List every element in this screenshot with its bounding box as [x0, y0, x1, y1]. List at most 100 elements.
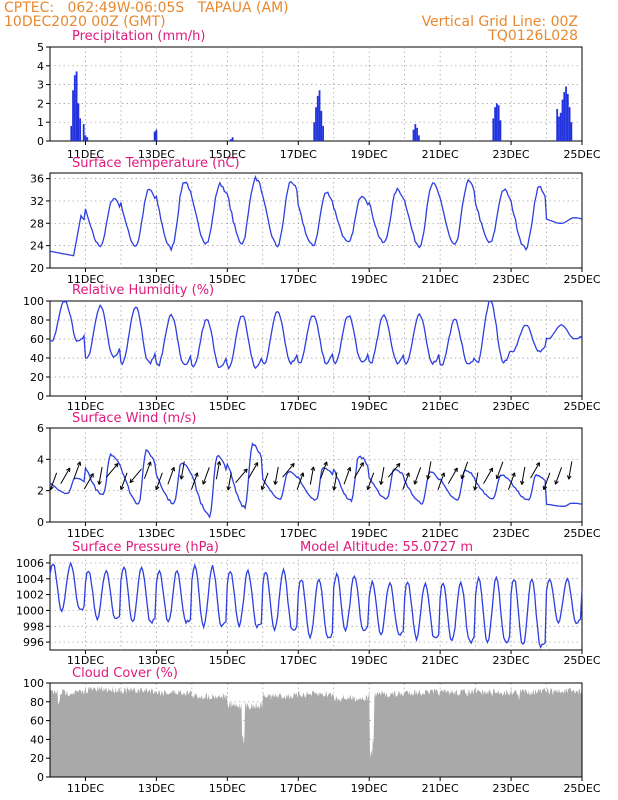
- precip-bar: [495, 103, 498, 141]
- temperature-line: [49, 175, 583, 257]
- x-tick-label: 19DEC: [351, 400, 388, 413]
- humidity-title: Relative Humidity (%): [72, 283, 214, 298]
- cloud-title: Cloud Cover (%): [72, 666, 178, 681]
- precip-panel: Precipitation (mm/h) 0 1 2 3 4 5 11DEC 13DEC 15DE…: [37, 29, 601, 161]
- x-tick-label: 17DEC: [280, 400, 317, 413]
- humidity-line: [49, 300, 583, 370]
- x-tick-label: 13DEC: [138, 148, 175, 161]
- precip-bar: [316, 95, 319, 141]
- x-tick-label: 21DEC: [422, 527, 459, 540]
- y-tick-label: 80: [30, 696, 44, 709]
- wind-arrow: [427, 461, 432, 480]
- precip-bar: [563, 92, 566, 141]
- wind-arrow: [554, 467, 563, 485]
- wind-arrow: [568, 461, 573, 480]
- precip-bar: [86, 137, 89, 141]
- precip-bar: [231, 137, 234, 141]
- wind-arrow: [461, 461, 469, 479]
- x-tick-label: 11DEC: [67, 527, 104, 540]
- wind-arrow-head: [542, 485, 547, 491]
- wind-arrow-head: [290, 462, 295, 468]
- pressure-title: Surface Pressure (hPa): [72, 540, 219, 555]
- x-tick-label: 21DEC: [422, 148, 459, 161]
- wind-panel: Surface Wind (m/s) 0 2 4 6 11DEC 13DEC 15DEC 17D…: [37, 411, 601, 540]
- wind-arrow-head: [194, 472, 199, 477]
- y-tick-label: 20: [30, 371, 44, 384]
- pressure-line: [49, 561, 583, 649]
- x-tick-label: 11DEC: [67, 654, 104, 667]
- x-tick-label: 17DEC: [280, 148, 317, 161]
- precip-bar: [568, 107, 571, 141]
- x-tick-label: 15DEC: [209, 782, 246, 795]
- wind-arrow-head: [97, 480, 102, 485]
- x-tick-label: 23DEC: [493, 654, 530, 667]
- wind-arrow: [129, 468, 142, 483]
- cloud-panel: Cloud Cover (%) 0 20 40 60 80 100 11DEC 13DEC 15D…: [23, 666, 601, 795]
- wind-arrow: [402, 472, 410, 490]
- x-tick-label: 17DEC: [280, 273, 317, 286]
- x-tick-label: 25DEC: [563, 148, 600, 161]
- wind-line: [49, 442, 583, 519]
- wind-arrow: [414, 467, 422, 485]
- x-tick-label: 25DEC: [563, 273, 600, 286]
- y-tick-label: 36: [30, 173, 44, 186]
- wind-arrow: [202, 467, 210, 485]
- y-tick-label: 60: [30, 333, 44, 346]
- x-tick-label: 15DEC: [209, 273, 246, 286]
- wind-arrow: [333, 472, 338, 491]
- precip-bar: [70, 125, 73, 141]
- x-tick-label: 23DEC: [493, 527, 530, 540]
- precip-bar: [72, 90, 74, 141]
- x-tick-label: 13DEC: [138, 654, 175, 667]
- wind-arrow: [309, 466, 314, 485]
- x-tick-label: 17DEC: [280, 527, 317, 540]
- wind-arrow: [483, 467, 493, 484]
- x-tick-label: 17DEC: [280, 654, 317, 667]
- wind-arrow-head: [89, 473, 94, 478]
- humidity-panel: Relative Humidity (%) 0 20 40 60 80 100 11DEC 13…: [23, 283, 601, 413]
- header-line1: CPTEC: 062:49W-06:05S TAPAUA (AM): [4, 0, 289, 16]
- precip-bar: [412, 129, 415, 141]
- wind-arrow-head: [170, 466, 175, 472]
- x-tick-label: 13DEC: [138, 400, 175, 413]
- wind-arrow: [343, 467, 351, 485]
- precip-bar: [153, 131, 156, 141]
- precip-bar: [322, 125, 324, 141]
- precip-bar: [79, 118, 82, 141]
- wind-arrow-head: [226, 486, 231, 491]
- precip-bar: [559, 112, 562, 141]
- y-tick-label: 20: [30, 752, 44, 765]
- x-tick-label: 19DEC: [351, 148, 388, 161]
- precip-bar: [416, 127, 418, 141]
- precip-bar: [320, 110, 323, 141]
- x-tick-label: 13DEC: [138, 273, 175, 286]
- wind-arrow-head: [426, 475, 431, 480]
- x-tick-label: 15DEC: [209, 654, 246, 667]
- y-tick-label: 100: [23, 295, 44, 308]
- wind-arrow: [143, 461, 152, 479]
- y-tick-label: 6: [37, 422, 44, 435]
- y-tick-label: 4: [37, 453, 44, 466]
- y-tick-label: 80: [30, 314, 44, 327]
- precip-bar: [497, 105, 500, 141]
- cloud-frame-outline: [49, 682, 583, 778]
- wind-arrow: [180, 461, 185, 480]
- wind-arrow: [261, 472, 269, 490]
- y-tick-label: 1002: [16, 589, 44, 602]
- precip-bar: [84, 135, 87, 141]
- precip-bar: [318, 90, 321, 141]
- wind-arrow-head: [119, 485, 125, 491]
- precip-bar: [494, 107, 497, 141]
- wind-arrow: [83, 473, 94, 490]
- y-tick-label: 0: [37, 390, 44, 403]
- precip-bar: [75, 71, 78, 141]
- wind-arrow: [367, 472, 375, 490]
- wind-arrow-head: [535, 462, 540, 467]
- x-tick-label: 11DEC: [67, 273, 104, 286]
- precip-bar: [565, 86, 567, 141]
- y-tick-label: 32: [30, 195, 44, 208]
- x-tick-label: 15DEC: [209, 148, 246, 161]
- wind-arrow: [98, 466, 103, 485]
- wind-arrow: [507, 472, 516, 490]
- wind-arrow-head: [155, 485, 160, 491]
